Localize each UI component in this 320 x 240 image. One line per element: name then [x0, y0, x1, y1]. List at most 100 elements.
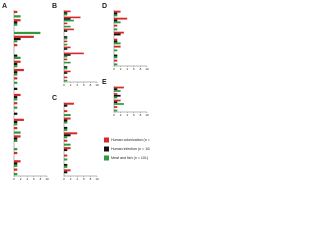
x-tick-label: 2	[120, 113, 122, 117]
bar	[114, 59, 118, 62]
bar	[114, 86, 124, 89]
bar	[64, 12, 68, 14]
legend-label: Human infection (n = 102)	[111, 147, 150, 151]
bar	[64, 132, 78, 135]
bar	[64, 46, 71, 49]
bar	[14, 172, 18, 176]
x-tick-label: 4	[76, 83, 78, 87]
bar	[64, 55, 68, 58]
bar	[114, 14, 118, 17]
legend-swatch	[104, 137, 109, 143]
bar	[64, 128, 68, 131]
bar	[14, 123, 18, 126]
bar	[64, 43, 68, 46]
bar	[114, 54, 118, 57]
bar	[64, 36, 68, 38]
panel-label: B	[52, 3, 57, 10]
bar	[114, 90, 121, 92]
legend-label: Meat and fish (n = 101)	[111, 156, 148, 160]
bar	[114, 101, 118, 104]
bar	[114, 28, 118, 31]
bar	[14, 77, 18, 80]
legend-swatch	[104, 146, 109, 152]
x-tick-label: 4	[126, 113, 128, 117]
bar	[14, 139, 18, 142]
bar	[14, 81, 18, 84]
bar	[64, 10, 71, 13]
bar	[14, 54, 18, 57]
x-tick-label: 2	[20, 177, 22, 181]
bar	[64, 143, 71, 146]
bar	[64, 52, 84, 55]
bar	[14, 44, 18, 47]
bar	[14, 164, 18, 167]
panel-label: D	[102, 3, 107, 10]
x-tick-label: 2	[120, 67, 122, 71]
bar	[14, 10, 18, 14]
bar	[64, 67, 68, 70]
x-tick-label: 0	[113, 113, 115, 117]
bar	[64, 79, 68, 82]
bar	[64, 16, 81, 19]
x-tick-label: 0	[13, 177, 15, 181]
bar	[14, 71, 18, 74]
bar	[114, 17, 128, 20]
bar	[114, 40, 118, 43]
bar	[114, 21, 121, 24]
bar	[114, 103, 124, 105]
bar	[64, 154, 68, 157]
bar	[14, 56, 21, 59]
legend-swatch	[104, 155, 109, 161]
bar	[64, 25, 71, 28]
bar	[14, 112, 18, 115]
bar	[14, 21, 18, 24]
bar	[64, 110, 68, 113]
bar	[14, 19, 21, 22]
bar	[64, 104, 68, 107]
panel-label: C	[52, 95, 57, 102]
bar	[14, 73, 18, 76]
bar	[114, 99, 121, 102]
bar	[14, 151, 18, 155]
bar	[64, 149, 68, 152]
bar	[64, 136, 68, 139]
bar	[114, 12, 118, 15]
x-tick-label: 6	[83, 177, 85, 181]
bar	[64, 165, 68, 168]
bar	[14, 40, 18, 43]
bar	[64, 134, 71, 137]
bar	[114, 93, 118, 95]
bar	[114, 19, 118, 22]
bar	[64, 61, 71, 64]
bar	[114, 38, 118, 41]
bar	[64, 58, 68, 61]
x-tick-label: 8	[140, 113, 142, 117]
bar	[64, 28, 74, 31]
bar	[64, 147, 71, 150]
bar	[64, 30, 68, 32]
bar	[64, 163, 68, 166]
bar	[64, 19, 74, 22]
bar	[64, 48, 68, 50]
bar	[14, 31, 41, 35]
bar	[14, 68, 24, 72]
x-tick-label: 0	[113, 67, 115, 71]
bar	[14, 93, 21, 97]
bar	[64, 139, 68, 142]
bar	[64, 13, 68, 16]
x-tick-label: 6	[83, 83, 85, 87]
bar	[114, 94, 121, 97]
bar	[114, 33, 121, 36]
bar	[64, 40, 68, 43]
bar	[64, 102, 74, 105]
x-tick-label: 8	[40, 177, 42, 181]
bar	[114, 24, 118, 27]
x-tick-label: 10	[95, 177, 99, 181]
bar	[114, 109, 118, 112]
bar	[64, 171, 68, 174]
panel-label: E	[102, 79, 107, 86]
x-tick-label: 2	[70, 177, 72, 181]
bar	[14, 162, 18, 165]
bar	[64, 72, 68, 74]
bar	[114, 63, 118, 66]
